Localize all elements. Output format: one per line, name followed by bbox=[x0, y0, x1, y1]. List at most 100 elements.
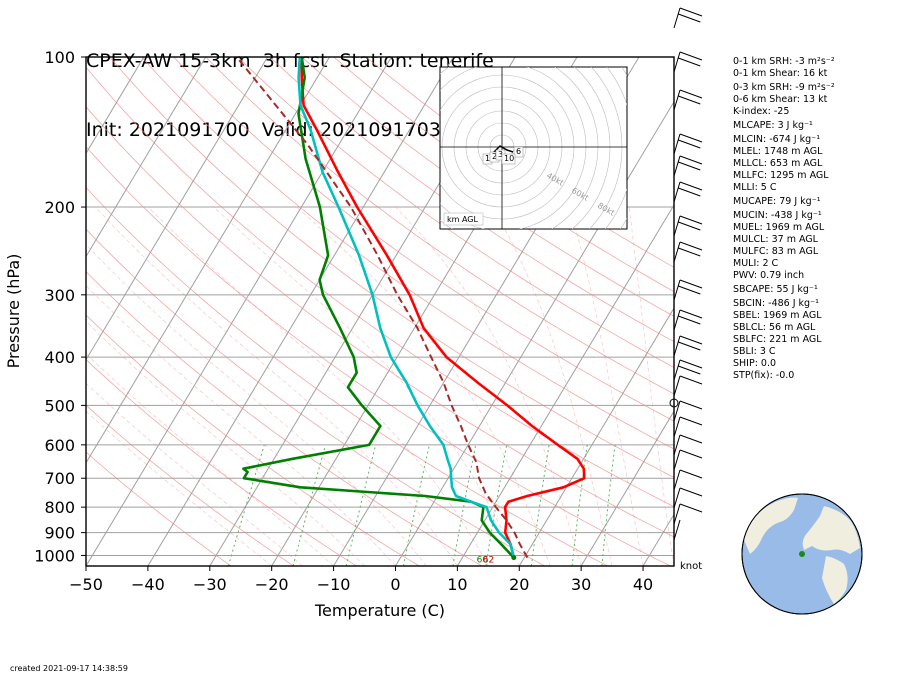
mixing-ratio-line bbox=[452, 444, 477, 566]
wind-barb bbox=[673, 449, 703, 471]
wind-barb bbox=[673, 215, 703, 237]
dry-adiabat-line bbox=[141, 57, 674, 450]
wind-barb bbox=[673, 133, 703, 155]
dry-adiabat-line bbox=[86, 66, 674, 508]
hodograph-height-label: 10 bbox=[504, 154, 514, 163]
wind-barb bbox=[673, 487, 703, 509]
index-line: MLCAPE: 3 J kg⁻¹ bbox=[733, 120, 813, 131]
y-tick-label: 700 bbox=[44, 469, 75, 488]
dry-adiabat-line bbox=[86, 358, 357, 566]
index-line: SBLCL: 56 m AGL bbox=[733, 322, 816, 333]
moist-adiabat-line bbox=[491, 206, 613, 566]
moist-adiabat-line bbox=[86, 320, 365, 566]
dry-adiabat-line bbox=[173, 57, 674, 422]
isotherm-line bbox=[86, 57, 330, 464]
dry-adiabat-line bbox=[237, 57, 674, 368]
x-tick-label: 0 bbox=[390, 575, 400, 594]
globe-land-americas bbox=[744, 497, 798, 554]
index-line: MULCL: 37 m AGL bbox=[733, 234, 818, 245]
index-line: MLLCL: 653 m AGL bbox=[733, 158, 823, 169]
index-line: MUCAPE: 79 J kg⁻¹ bbox=[733, 196, 821, 207]
index-line: MLCIN: -674 J kg⁻¹ bbox=[733, 134, 821, 145]
isotherm-line bbox=[147, 57, 454, 566]
dry-adiabat-line bbox=[269, 57, 674, 343]
moist-adiabat-line bbox=[568, 206, 644, 566]
x-axis-label: Temperature (C) bbox=[314, 601, 445, 620]
globe-land-africa-south bbox=[822, 556, 848, 604]
hodograph-height-label: 3 bbox=[498, 150, 503, 159]
index-line: MULFC: 83 m AGL bbox=[733, 246, 819, 257]
wind-barb bbox=[673, 89, 703, 111]
index-line: SBEL: 1969 m AGL bbox=[733, 310, 822, 321]
wind-barb bbox=[673, 7, 703, 29]
mixing-ratio-line bbox=[345, 444, 377, 566]
temperature-profile bbox=[300, 57, 586, 558]
hodograph-height-box bbox=[513, 146, 524, 158]
index-line: 0-6 km Shear: 13 kt bbox=[733, 94, 828, 105]
surface-level-marker: 60 bbox=[477, 556, 489, 566]
dry-adiabat-line bbox=[86, 186, 608, 566]
wind-barb bbox=[673, 519, 681, 541]
index-line: PWV: 0.79 inch bbox=[733, 270, 805, 281]
dry-adiabat-line bbox=[333, 57, 674, 293]
surface-level-marker: 62 bbox=[483, 556, 494, 566]
y-tick-label: 100 bbox=[44, 48, 75, 67]
isotherm-line bbox=[456, 203, 674, 566]
moist-adiabat-line bbox=[86, 410, 272, 566]
index-line: MULI: 2 C bbox=[733, 258, 779, 269]
parcel-profile bbox=[235, 57, 529, 559]
wind-barb bbox=[673, 279, 703, 301]
moist-adiabat-line bbox=[628, 206, 674, 566]
surface-point-marker bbox=[511, 555, 517, 561]
y-tick-label: 600 bbox=[44, 436, 75, 455]
y-tick-label: 400 bbox=[44, 348, 75, 367]
hodograph-height-label: 2 bbox=[492, 152, 497, 161]
dry-adiabat-line bbox=[205, 57, 674, 395]
dry-adiabat-line bbox=[86, 106, 674, 538]
isotherm-line bbox=[86, 57, 207, 258]
moist-adiabat-line bbox=[296, 206, 551, 566]
location-globe bbox=[741, 493, 863, 615]
index-line: K-index: -25 bbox=[733, 106, 790, 117]
dry-adiabat-line bbox=[365, 57, 674, 268]
wind-barb bbox=[673, 400, 703, 422]
wind-barb bbox=[673, 181, 703, 203]
isotherm-line bbox=[395, 100, 674, 566]
wind-barb bbox=[673, 503, 703, 525]
isotherm-line bbox=[580, 410, 674, 566]
wind-barb bbox=[673, 241, 703, 263]
x-tick-label: 10 bbox=[447, 575, 467, 594]
moist-adiabat-line bbox=[395, 206, 582, 566]
x-tick-label: −50 bbox=[69, 575, 103, 594]
x-tick-label: −40 bbox=[131, 575, 165, 594]
isotherm-line bbox=[86, 57, 145, 155]
globe-land-europe-africa bbox=[802, 506, 860, 554]
hodograph-height-box bbox=[501, 153, 516, 165]
station-location-marker bbox=[799, 551, 805, 557]
index-line: SBLI: 3 C bbox=[733, 346, 776, 357]
index-line: MUCIN: -438 J kg⁻¹ bbox=[733, 210, 822, 221]
moist-adiabat-line bbox=[86, 353, 334, 566]
hodograph-height-label: 1 bbox=[485, 154, 490, 163]
index-line: 0-1 km SRH: -3 m²s⁻² bbox=[733, 56, 835, 67]
moist-adiabat-line bbox=[95, 206, 458, 566]
index-line: SBLFC: 221 m AGL bbox=[733, 334, 822, 345]
index-line: 0-3 km SRH: -9 m²s⁻² bbox=[733, 82, 835, 93]
index-line: MUEL: 1969 m AGL bbox=[733, 222, 825, 233]
index-line: MLLFC: 1295 m AGL bbox=[733, 170, 829, 181]
y-tick-label: 300 bbox=[44, 286, 75, 305]
wind-barb bbox=[673, 155, 703, 177]
isotherm-line bbox=[86, 57, 392, 566]
virtual_temp-profile bbox=[297, 57, 516, 558]
dry-adiabat-line bbox=[301, 57, 674, 317]
x-tick-label: 40 bbox=[633, 575, 653, 594]
index-line: MLLI: 5 C bbox=[733, 182, 777, 193]
dry-adiabat-line bbox=[86, 228, 545, 566]
index-line: MLEL: 1748 m AGL bbox=[733, 146, 823, 157]
mixing-ratio-line bbox=[403, 444, 430, 566]
x-tick-label: −30 bbox=[193, 575, 227, 594]
isotherm-line bbox=[518, 307, 674, 566]
plot-frame bbox=[85, 56, 675, 567]
index-line: SHIP: 0.0 bbox=[733, 358, 777, 369]
